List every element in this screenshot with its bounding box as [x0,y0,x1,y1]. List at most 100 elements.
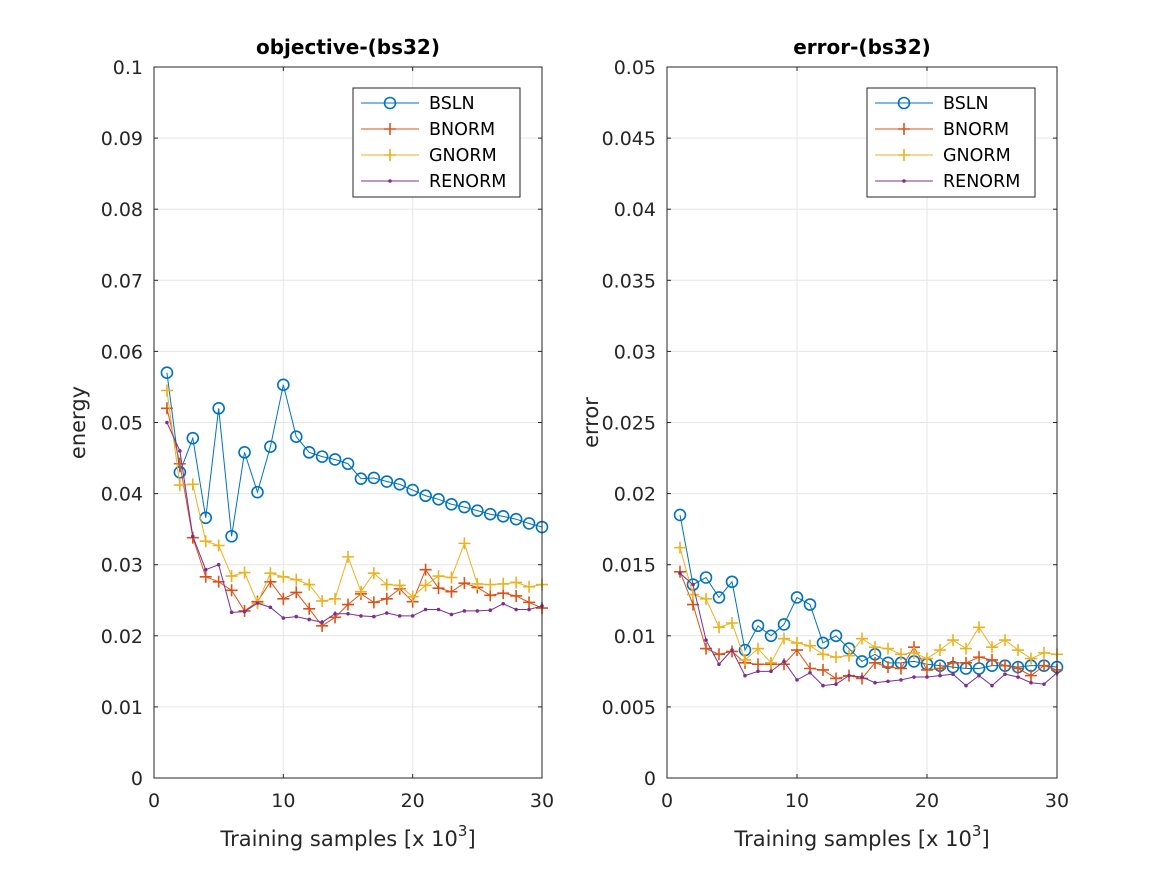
data-point [238,566,251,579]
data-point [778,632,790,645]
y-tick-label: 0.08 [101,199,143,221]
data-point [471,577,484,590]
data-point [497,577,510,590]
legend-label: BSLN [429,94,475,114]
data-point [372,614,376,619]
series-line [679,571,1058,680]
data-point [510,589,523,602]
data-point [514,607,518,612]
data-point [225,584,238,597]
data-point [496,510,510,523]
data-point [397,614,402,618]
data-point [674,541,686,554]
data-point [212,539,225,552]
data-point [869,641,881,654]
data-point [912,675,916,679]
data-point [921,652,933,665]
data-point [527,607,531,612]
data-point [380,475,394,488]
data-point [484,589,497,602]
data-point [191,534,195,539]
data-point [445,585,458,598]
x-axis-label-exponent: 3 [458,822,468,840]
y-tick-label: 0.03 [614,341,656,363]
legend-entry-bsln: BSLN [875,94,989,114]
data-point [886,679,890,684]
data-point [1003,672,1007,676]
data-point [449,612,454,617]
legend-label: BNORM [429,120,495,140]
data-point [1016,675,1020,679]
data-point [712,591,726,604]
y-tick-label: 0.04 [614,199,656,221]
data-point [882,661,894,674]
data-point [342,598,354,611]
series-line [166,372,543,537]
data-point [367,596,380,609]
data-point [341,457,355,471]
data-point [739,653,751,666]
y-tick-label: 0.01 [101,697,143,719]
data-point [726,617,738,630]
data-point [484,578,497,591]
chart-title: objective-(bs32) [256,35,440,59]
data-point [990,683,994,688]
data-point [830,651,842,664]
data-point [445,497,458,511]
legend-marker [388,179,392,183]
data-point [691,582,695,587]
data-point [791,636,803,649]
data-point [307,617,312,622]
data-point [483,507,497,521]
data-point [834,682,838,686]
x-tick-label: 20 [401,790,425,812]
data-point [380,578,393,591]
data-point [1012,662,1024,675]
data-point [509,512,523,526]
data-point [1012,644,1024,657]
data-point [752,658,764,671]
data-point [277,570,290,583]
legend-entry-bnorm: BNORM [361,120,495,140]
y-axis-label: energy [66,386,90,459]
data-point [458,577,471,590]
data-point [769,669,773,674]
legend-entry-bsln: BSLN [361,94,475,114]
data-point [678,571,682,576]
data-point [752,642,764,655]
legend-label: BNORM [943,120,1009,140]
data-point [743,673,747,678]
x-axis-label-end: ] [981,827,989,851]
data-point [960,642,972,655]
data-point [238,446,251,459]
y-tick-label: 0.015 [602,555,656,577]
data-point [303,578,316,591]
series-line [679,514,1058,670]
data-point [354,472,368,485]
data-point [817,648,829,661]
data-point [522,517,536,530]
series-gnorm [160,384,548,610]
data-point [501,602,506,606]
data-point [419,563,432,576]
data-point [973,651,985,664]
data-point [843,649,855,662]
data-point [212,401,225,415]
legend-marker [383,96,397,110]
data-point [302,446,316,459]
data-point [186,431,200,445]
y-tick-label: 0.09 [101,128,143,150]
data-point [725,575,739,589]
data-point [673,508,687,522]
legend-label: RENORM [943,172,1020,192]
series-line [166,422,543,623]
data-point [229,610,234,615]
data-point [999,659,1011,672]
data-point [751,619,765,633]
y-tick-label: 0.05 [614,57,656,79]
data-point [203,567,208,572]
y-tick-label: 0.005 [602,697,656,719]
data-point [393,579,406,592]
legend: BSLN BNORM GNORM RENORM [352,87,521,198]
data-point [380,592,393,605]
